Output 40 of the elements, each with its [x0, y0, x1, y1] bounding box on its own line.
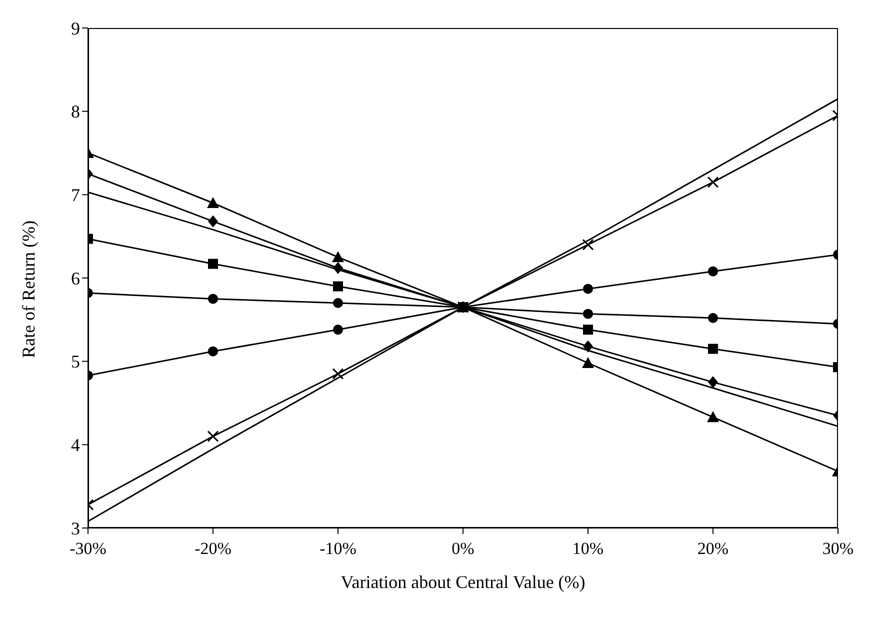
point [583, 340, 593, 352]
x-tick-label: 30% [822, 539, 854, 558]
y-tick-label: 6 [71, 268, 80, 288]
point [583, 324, 593, 335]
point [333, 324, 343, 335]
point [208, 294, 218, 304]
y-tick-label: 9 [71, 18, 80, 38]
point [207, 430, 219, 442]
point [208, 346, 218, 356]
x-tick-label: -10% [320, 539, 356, 558]
point [708, 313, 718, 323]
y-tick-label: 8 [71, 102, 80, 122]
y-tick-label: 4 [71, 435, 80, 456]
y-axis-title: Rate of Return (%) [18, 220, 38, 358]
y-tick-label: 7 [71, 185, 80, 206]
point [333, 298, 343, 308]
point [208, 258, 218, 269]
point [582, 238, 594, 250]
x-tick-label: 20% [697, 539, 729, 558]
point [333, 262, 343, 274]
point [707, 411, 719, 422]
x-tick-label: 0% [452, 539, 474, 558]
point [333, 281, 343, 292]
x-tick-label: -30% [70, 539, 106, 558]
point [582, 357, 594, 368]
x-tick-label: 10% [572, 539, 604, 558]
point [207, 197, 219, 208]
point [708, 266, 718, 276]
point [332, 251, 344, 262]
point [332, 368, 344, 380]
x-axis-title: Variation about Central Value (%) [340, 572, 586, 592]
point [708, 344, 718, 354]
point [208, 215, 218, 228]
point [708, 376, 718, 388]
point [583, 284, 593, 294]
point [707, 176, 719, 188]
y-tick-label: 3 [71, 518, 80, 538]
point [583, 308, 593, 319]
x-tick-label: -20% [194, 539, 232, 558]
y-tick-label: 5 [71, 352, 80, 372]
